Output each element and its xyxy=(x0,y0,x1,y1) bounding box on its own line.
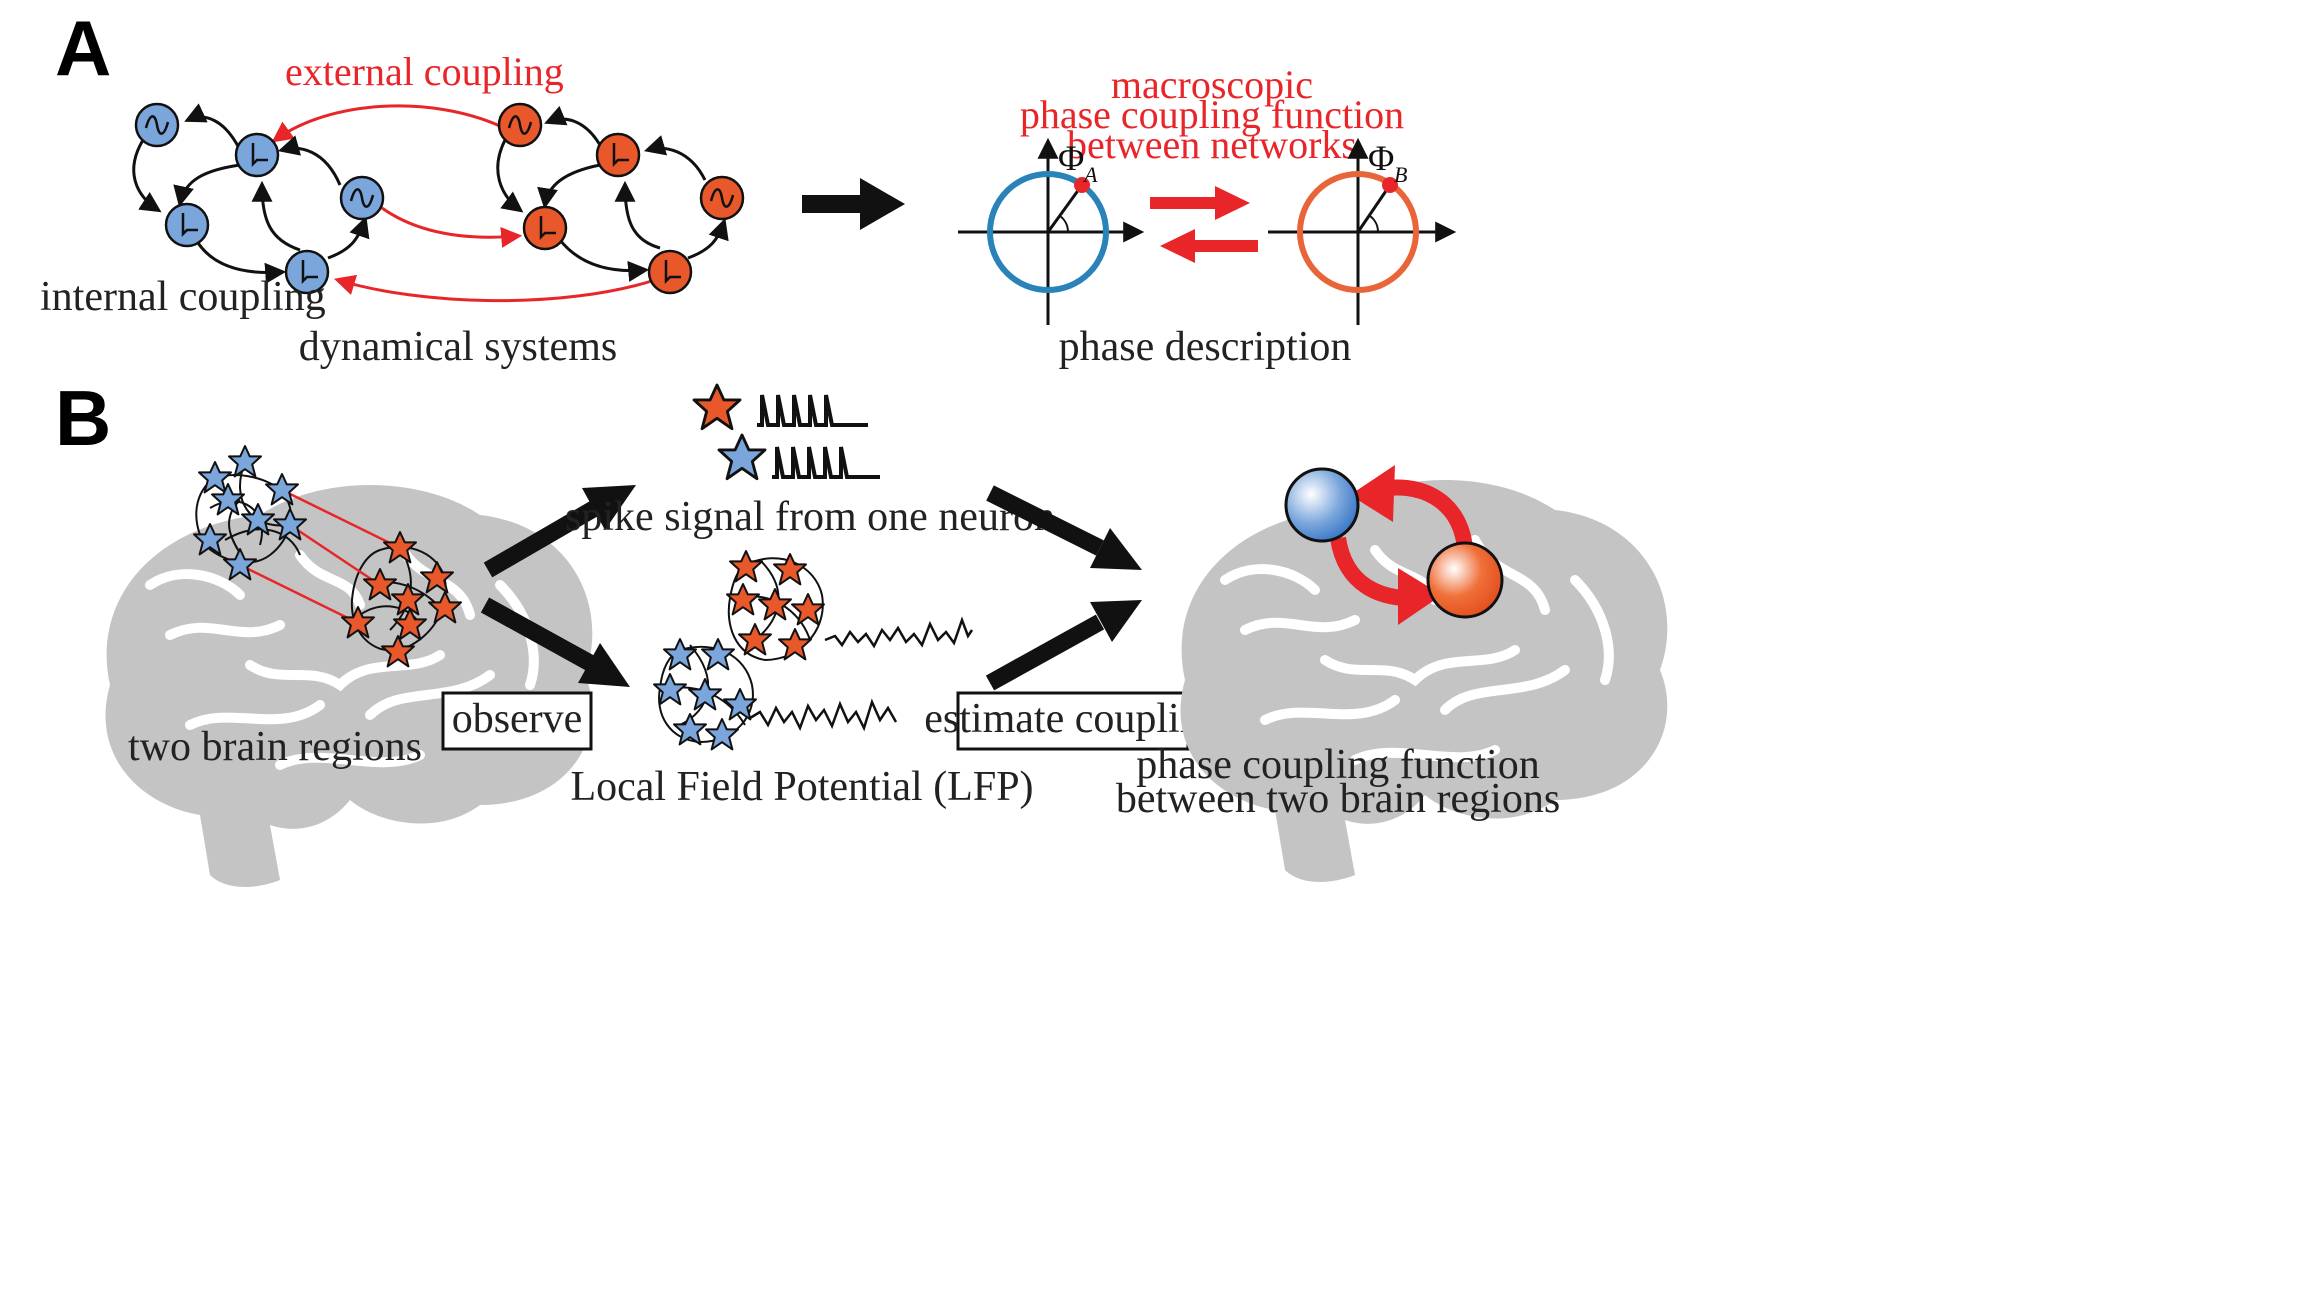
phase-description-label: phase description xyxy=(1059,324,1352,370)
blue-spiking-node xyxy=(234,132,280,178)
coupling-arrow-right xyxy=(1150,186,1250,220)
lfp-networks xyxy=(652,549,974,751)
phi-b-subscript: B xyxy=(1394,162,1407,187)
estimate-coupling-label: estimate coupling xyxy=(924,696,1221,742)
blue-oscillator-node xyxy=(134,102,180,148)
orange-spiking-node xyxy=(522,205,568,251)
phase-point-b xyxy=(1382,177,1398,193)
phase-title-line-1: macroscopic xyxy=(1111,62,1313,107)
external-coupling-label: external coupling xyxy=(285,49,564,94)
phase-point-a xyxy=(1074,177,1090,193)
sine-icon xyxy=(507,115,533,135)
spike-icon xyxy=(664,260,681,285)
internal-coupling-label: internal coupling xyxy=(40,274,326,320)
estimate-arrows xyxy=(985,485,1142,691)
result-label-line-2: between two brain regions xyxy=(1116,776,1560,822)
dynamical-systems-label: dynamical systems xyxy=(299,324,617,370)
external-coupling-arrows xyxy=(271,104,656,303)
two-brain-regions-label: two brain regions xyxy=(128,724,422,770)
neuron-star-orange xyxy=(692,383,742,431)
lfp-label: Local Field Potential (LFP) xyxy=(570,764,1033,810)
spike-icon xyxy=(301,260,318,285)
transform-arrow xyxy=(802,178,905,230)
spike-train-2 xyxy=(772,446,880,479)
orange-network xyxy=(497,102,745,295)
spike-icon xyxy=(612,143,629,168)
phase-title-line-2: phase coupling function xyxy=(1020,92,1404,137)
phi-a-subscript: A xyxy=(1082,162,1098,187)
blue-internal-arrows xyxy=(132,103,370,284)
neuron-star-blue xyxy=(717,433,767,481)
brain-networks xyxy=(192,444,463,668)
blue-oscillator-node xyxy=(339,175,385,221)
blue-spiking-node xyxy=(164,202,210,248)
phase-title-line-3: between networks xyxy=(1067,122,1357,167)
sine-icon xyxy=(709,188,735,208)
estimate-coupling-box: estimate coupling xyxy=(924,691,1222,751)
phi-b-label: Φ xyxy=(1368,138,1394,178)
blue-spiking-node xyxy=(284,249,330,295)
spike-icon xyxy=(251,143,268,168)
spike-icon xyxy=(539,216,556,241)
lfp-trace-1 xyxy=(824,616,974,649)
result-label-line-1: phase coupling function xyxy=(1136,742,1540,788)
region-node-orange xyxy=(1426,541,1504,619)
spike-signals xyxy=(692,383,880,481)
region-node-blue xyxy=(1284,467,1360,543)
sine-icon xyxy=(144,115,170,135)
phase-circle-b: Φ B xyxy=(1268,137,1457,325)
panel-a-letter: A xyxy=(55,4,111,92)
orange-spiking-node xyxy=(595,132,641,178)
phase-circle-a: Φ A xyxy=(958,137,1145,325)
observe-label: observe xyxy=(452,696,583,742)
spike-icon xyxy=(181,213,198,238)
orange-oscillator-node xyxy=(699,175,745,221)
observe-arrows xyxy=(480,485,636,687)
coupled-regions xyxy=(1284,465,1504,625)
phi-a-label: Φ xyxy=(1058,138,1084,178)
coupling-arrow-left xyxy=(1160,229,1258,263)
external-arrow-middle xyxy=(381,206,523,248)
panel-b-letter: B xyxy=(55,374,111,462)
spike-train-1 xyxy=(757,394,868,427)
external-arrow-bottom xyxy=(333,274,656,303)
external-arrow-top xyxy=(271,104,501,143)
lfp-trace-2 xyxy=(749,698,898,732)
orange-oscillator-node xyxy=(497,102,543,148)
orange-internal-arrows xyxy=(496,105,729,282)
spike-signal-label: spike signal from one neuron xyxy=(565,494,1055,540)
observe-box: observe xyxy=(441,691,593,751)
blue-network xyxy=(134,102,385,295)
sine-icon xyxy=(349,188,375,208)
orange-spiking-node xyxy=(647,249,693,295)
